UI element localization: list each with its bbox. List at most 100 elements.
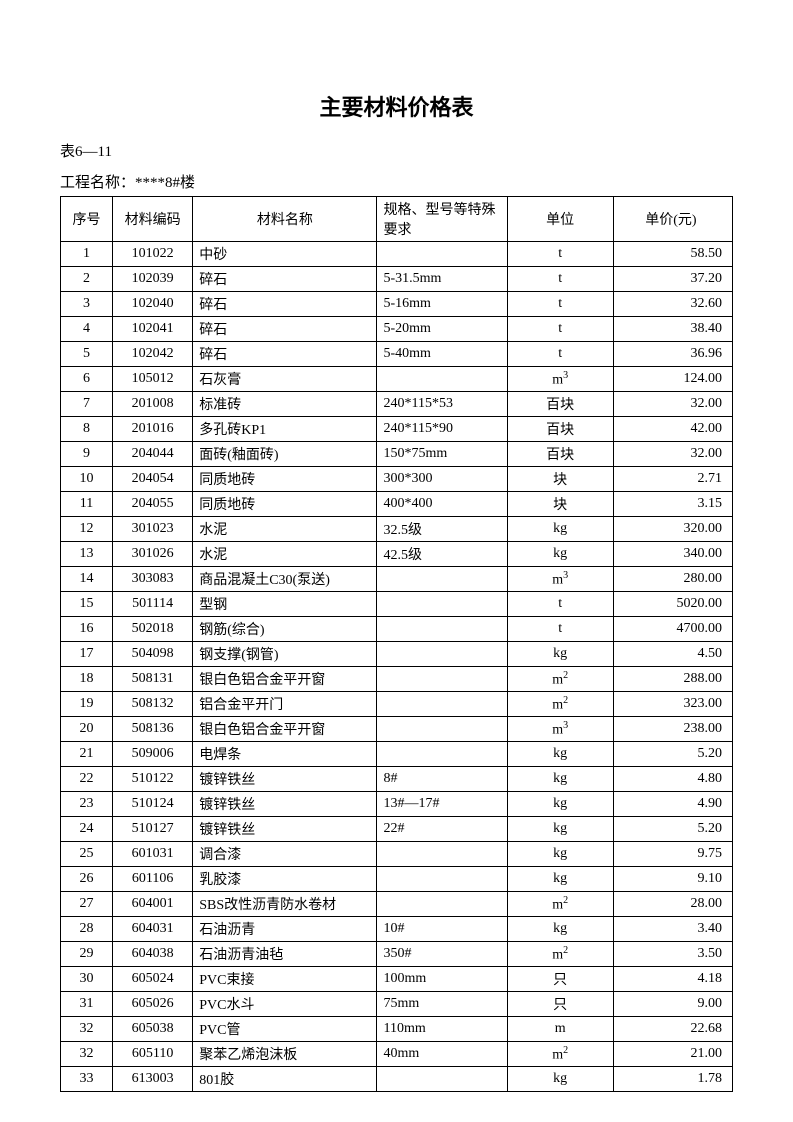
cell-unit: t [507,617,613,642]
cell-seq: 15 [61,592,113,617]
cell-code: 303083 [113,567,193,592]
cell-code: 204044 [113,442,193,467]
cell-unit: t [507,317,613,342]
cell-spec: 5-20mm [377,317,507,342]
cell-code: 102041 [113,317,193,342]
cell-name: 石油沥青油毡 [193,942,377,967]
cell-price: 2.71 [613,467,732,492]
table-row: 29604038石油沥青油毡350#m23.50 [61,942,733,967]
cell-price: 36.96 [613,342,732,367]
cell-code: 605024 [113,967,193,992]
table-row: 20508136银白色铝合金平开窗m3238.00 [61,717,733,742]
cell-price: 320.00 [613,517,732,542]
cell-name: 面砖(釉面砖) [193,442,377,467]
cell-unit: 百块 [507,417,613,442]
cell-code: 508131 [113,667,193,692]
cell-spec [377,1067,507,1092]
project-label: 工程名称： [60,175,135,191]
cell-code: 201016 [113,417,193,442]
cell-seq: 9 [61,442,113,467]
cell-spec: 150*75mm [377,442,507,467]
cell-code: 509006 [113,742,193,767]
cell-spec: 42.5级 [377,542,507,567]
cell-code: 502018 [113,617,193,642]
cell-name: PVC管 [193,1017,377,1042]
cell-seq: 30 [61,967,113,992]
cell-price: 9.10 [613,867,732,892]
cell-unit: kg [507,542,613,567]
cell-name: 聚苯乙烯泡沫板 [193,1042,377,1067]
cell-spec: 400*400 [377,492,507,517]
cell-spec [377,617,507,642]
cell-price: 3.50 [613,942,732,967]
cell-name: 银白色铝合金平开窗 [193,717,377,742]
cell-unit: m3 [507,367,613,392]
cell-price: 58.50 [613,242,732,267]
col-header-name: 材料名称 [193,197,377,242]
cell-code: 605110 [113,1042,193,1067]
table-row: 15501114型钢t5020.00 [61,592,733,617]
table-row: 16502018钢筋(综合)t4700.00 [61,617,733,642]
cell-name: 同质地砖 [193,492,377,517]
table-row: 11204055同质地砖400*400块3.15 [61,492,733,517]
cell-unit: kg [507,842,613,867]
table-row: 10204054同质地砖300*300块2.71 [61,467,733,492]
cell-unit: 块 [507,467,613,492]
col-header-seq: 序号 [61,197,113,242]
cell-price: 4.80 [613,767,732,792]
table-row: 5102042碎石5-40mmt36.96 [61,342,733,367]
cell-name: 碎石 [193,317,377,342]
cell-seq: 24 [61,817,113,842]
cell-name: SBS改性沥青防水卷材 [193,892,377,917]
cell-code: 204055 [113,492,193,517]
cell-price: 3.40 [613,917,732,942]
cell-unit: kg [507,742,613,767]
cell-seq: 2 [61,267,113,292]
cell-price: 340.00 [613,542,732,567]
cell-seq: 32 [61,1042,113,1067]
table-row: 31605026PVC水斗75mm只9.00 [61,992,733,1017]
cell-name: PVC水斗 [193,992,377,1017]
cell-name: 水泥 [193,517,377,542]
cell-seq: 28 [61,917,113,942]
cell-code: 605038 [113,1017,193,1042]
cell-code: 613003 [113,1067,193,1092]
cell-code: 301026 [113,542,193,567]
cell-spec [377,592,507,617]
cell-unit: m3 [507,567,613,592]
cell-price: 9.75 [613,842,732,867]
cell-name: 钢支撑(钢管) [193,642,377,667]
cell-spec: 350# [377,942,507,967]
cell-seq: 13 [61,542,113,567]
cell-code: 504098 [113,642,193,667]
cell-price: 42.00 [613,417,732,442]
cell-price: 3.15 [613,492,732,517]
table-header-row: 序号 材料编码 材料名称 规格、型号等特殊要求 单位 单价(元) [61,197,733,242]
cell-unit: m [507,1017,613,1042]
cell-spec [377,367,507,392]
cell-code: 604031 [113,917,193,942]
table-row: 13301026水泥42.5级kg340.00 [61,542,733,567]
table-row: 21509006电焊条kg5.20 [61,742,733,767]
table-row: 23510124镀锌铁丝13#—17#kg4.90 [61,792,733,817]
cell-seq: 19 [61,692,113,717]
cell-seq: 20 [61,717,113,742]
cell-code: 510124 [113,792,193,817]
cell-name: 型钢 [193,592,377,617]
cell-code: 105012 [113,367,193,392]
table-row: 17504098钢支撑(钢管)kg4.50 [61,642,733,667]
cell-price: 4.50 [613,642,732,667]
cell-seq: 17 [61,642,113,667]
table-row: 7201008标准砖240*115*53百块32.00 [61,392,733,417]
cell-seq: 1 [61,242,113,267]
cell-name: 镀锌铁丝 [193,767,377,792]
cell-price: 238.00 [613,717,732,742]
table-row: 12301023水泥32.5级kg320.00 [61,517,733,542]
cell-spec: 13#—17# [377,792,507,817]
cell-code: 508136 [113,717,193,742]
cell-seq: 27 [61,892,113,917]
cell-name: 中砂 [193,242,377,267]
cell-code: 605026 [113,992,193,1017]
cell-name: 镀锌铁丝 [193,792,377,817]
cell-price: 38.40 [613,317,732,342]
